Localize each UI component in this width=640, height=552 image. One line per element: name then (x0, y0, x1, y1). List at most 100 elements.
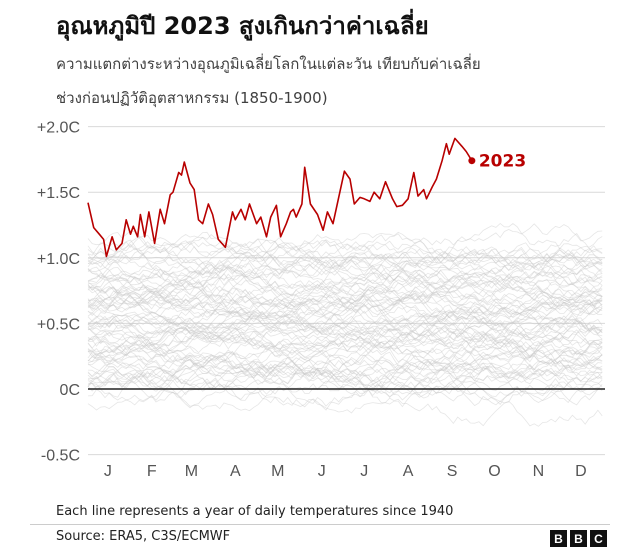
year-line (87, 315, 603, 353)
year-line (87, 323, 603, 371)
year-line (87, 243, 603, 278)
year-line (87, 305, 603, 335)
x-tick-label: M (185, 463, 198, 480)
logo-letter: B (550, 530, 567, 547)
year-line (87, 310, 603, 357)
source-text: Source: ERA5, C3S/ECMWF (56, 529, 231, 544)
year-line (87, 239, 603, 293)
year-line (87, 299, 603, 350)
year-line (87, 285, 603, 322)
year-line (87, 345, 603, 391)
year-line (87, 366, 603, 406)
year-line (87, 222, 603, 262)
year-line (87, 295, 603, 334)
year-line (87, 315, 603, 349)
year-line (87, 333, 603, 376)
x-tick-label: J (318, 463, 326, 480)
y-tick-label: +1.0C (37, 251, 80, 268)
x-tick-label: N (533, 463, 545, 480)
year-line (87, 359, 603, 388)
year-line (87, 236, 603, 282)
year-line (87, 324, 603, 377)
year-line (87, 247, 603, 281)
year-line (87, 250, 603, 301)
year-line (87, 349, 603, 379)
year-line (87, 339, 603, 392)
x-tick-label: M (271, 463, 284, 480)
year-line (87, 282, 603, 323)
year-line (87, 223, 603, 258)
year-line (87, 358, 603, 407)
year-line (87, 260, 603, 291)
year-line (87, 341, 603, 380)
year-line (87, 301, 603, 342)
year-line (87, 248, 603, 300)
year-line (87, 281, 603, 312)
chart-subtitle-line-2: ช่วงก่อนปฏิวัติอุตสาหกรรม (1850-1900) (56, 89, 328, 107)
year-line (87, 324, 603, 366)
year-line (87, 289, 603, 322)
series-label-2023: 2023 (479, 152, 526, 172)
year-line (87, 269, 603, 318)
year-line (87, 267, 603, 308)
x-tick-label: D (575, 463, 587, 480)
chart-title: อุณหภูมิปี 2023 สูงเกินกว่าค่าเฉลี่ย (56, 12, 429, 40)
series-end-marker (468, 157, 476, 165)
year-line (87, 351, 603, 383)
year-line (88, 353, 603, 398)
year-line (87, 289, 603, 341)
year-line (87, 273, 603, 318)
year-line (87, 290, 603, 339)
y-tick-label: +0.5C (37, 316, 80, 333)
year-line (88, 303, 603, 347)
year-line (87, 290, 603, 338)
year-line (88, 354, 603, 399)
year-line (87, 247, 603, 302)
year-line (87, 352, 603, 395)
logo-letter: C (590, 530, 607, 547)
year-line (87, 272, 603, 312)
year-line (87, 288, 603, 324)
year-line (87, 255, 603, 294)
year-line (87, 263, 603, 297)
year-line (87, 349, 603, 411)
background-years (87, 222, 603, 427)
year-line (87, 246, 603, 294)
year-line (87, 320, 603, 365)
year-line (87, 310, 603, 348)
year-line (87, 233, 603, 287)
bbc-logo: B B C (550, 530, 607, 547)
year-line (87, 325, 603, 354)
year-line (87, 291, 603, 350)
year-line (87, 330, 603, 367)
x-tick-label: O (488, 463, 500, 480)
y-tick-label: +2.0C (37, 120, 80, 137)
year-line (87, 251, 603, 286)
x-tick-label: A (230, 463, 241, 480)
year-line (87, 338, 603, 385)
year-line (87, 381, 603, 427)
year-line (87, 340, 603, 380)
year-line (87, 280, 603, 324)
footer-divider (30, 524, 610, 525)
x-tick-label: S (447, 463, 458, 480)
year-line (87, 321, 603, 374)
year-line (87, 299, 603, 345)
year-line (87, 363, 603, 406)
year-line (87, 358, 603, 412)
series-line-2023 (87, 137, 473, 258)
year-line (87, 231, 603, 271)
year-line (87, 235, 603, 272)
year-line (87, 368, 603, 408)
year-line (87, 358, 603, 393)
year-line (87, 311, 603, 346)
temperature-chart: -0.5C 0C +0.5C +1.0C +1.5C +2.0C J F M A M J J A S O N D 2… (37, 120, 605, 480)
year-line (87, 315, 603, 366)
year-line (87, 267, 603, 306)
x-tick-label: J (104, 463, 112, 480)
year-line (87, 298, 603, 341)
y-tick-label: 0C (60, 382, 80, 399)
year-line (87, 288, 603, 334)
year-line (87, 276, 603, 317)
year-line (87, 271, 603, 318)
